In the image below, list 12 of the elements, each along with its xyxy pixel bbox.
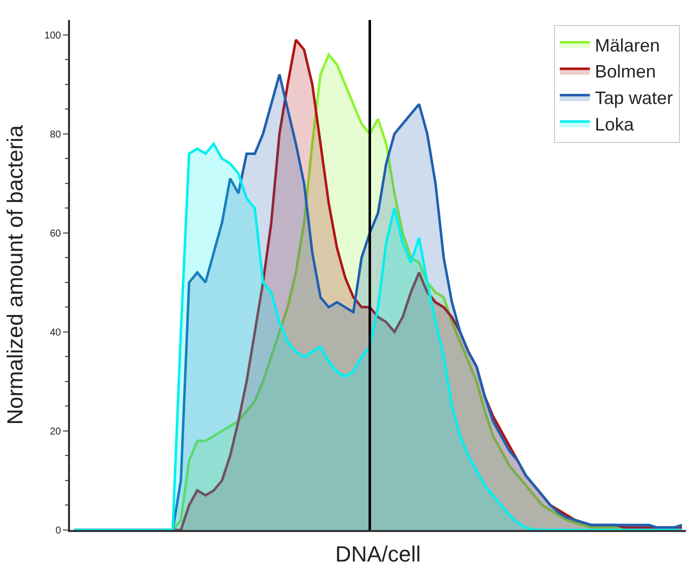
legend-label: Loka <box>594 114 635 135</box>
y-tick-label: 80 <box>50 129 62 140</box>
legend-label: Mälaren <box>594 35 660 56</box>
x-axis-title: DNA/cell <box>335 541 421 566</box>
legend-label: Bolmen <box>594 62 656 82</box>
legend-label: Tap water <box>594 88 673 108</box>
y-tick-label: 60 <box>50 228 62 240</box>
y-tick-label: 40 <box>50 327 62 338</box>
y-tick-label: 20 <box>50 426 62 438</box>
y-tick-label: 100 <box>44 30 62 42</box>
y-axis-title: Normalized amount of bacteria <box>2 124 28 425</box>
y-tick-label: 0 <box>55 526 62 536</box>
